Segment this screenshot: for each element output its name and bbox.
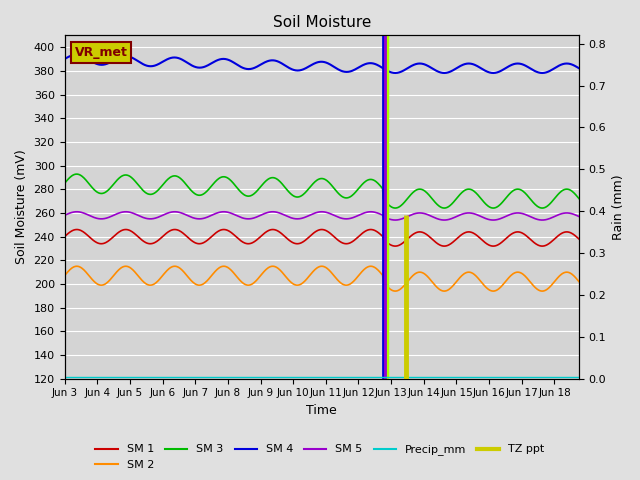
Legend: SM 1, SM 2, SM 3, SM 4, SM 5, Precip_mm, TZ ppt: SM 1, SM 2, SM 3, SM 4, SM 5, Precip_mm,… <box>91 440 549 474</box>
Y-axis label: Soil Moisture (mV): Soil Moisture (mV) <box>15 150 28 264</box>
Y-axis label: Rain (mm): Rain (mm) <box>612 174 625 240</box>
Text: VR_met: VR_met <box>75 46 128 59</box>
X-axis label: Time: Time <box>307 404 337 417</box>
Title: Soil Moisture: Soil Moisture <box>273 15 371 30</box>
